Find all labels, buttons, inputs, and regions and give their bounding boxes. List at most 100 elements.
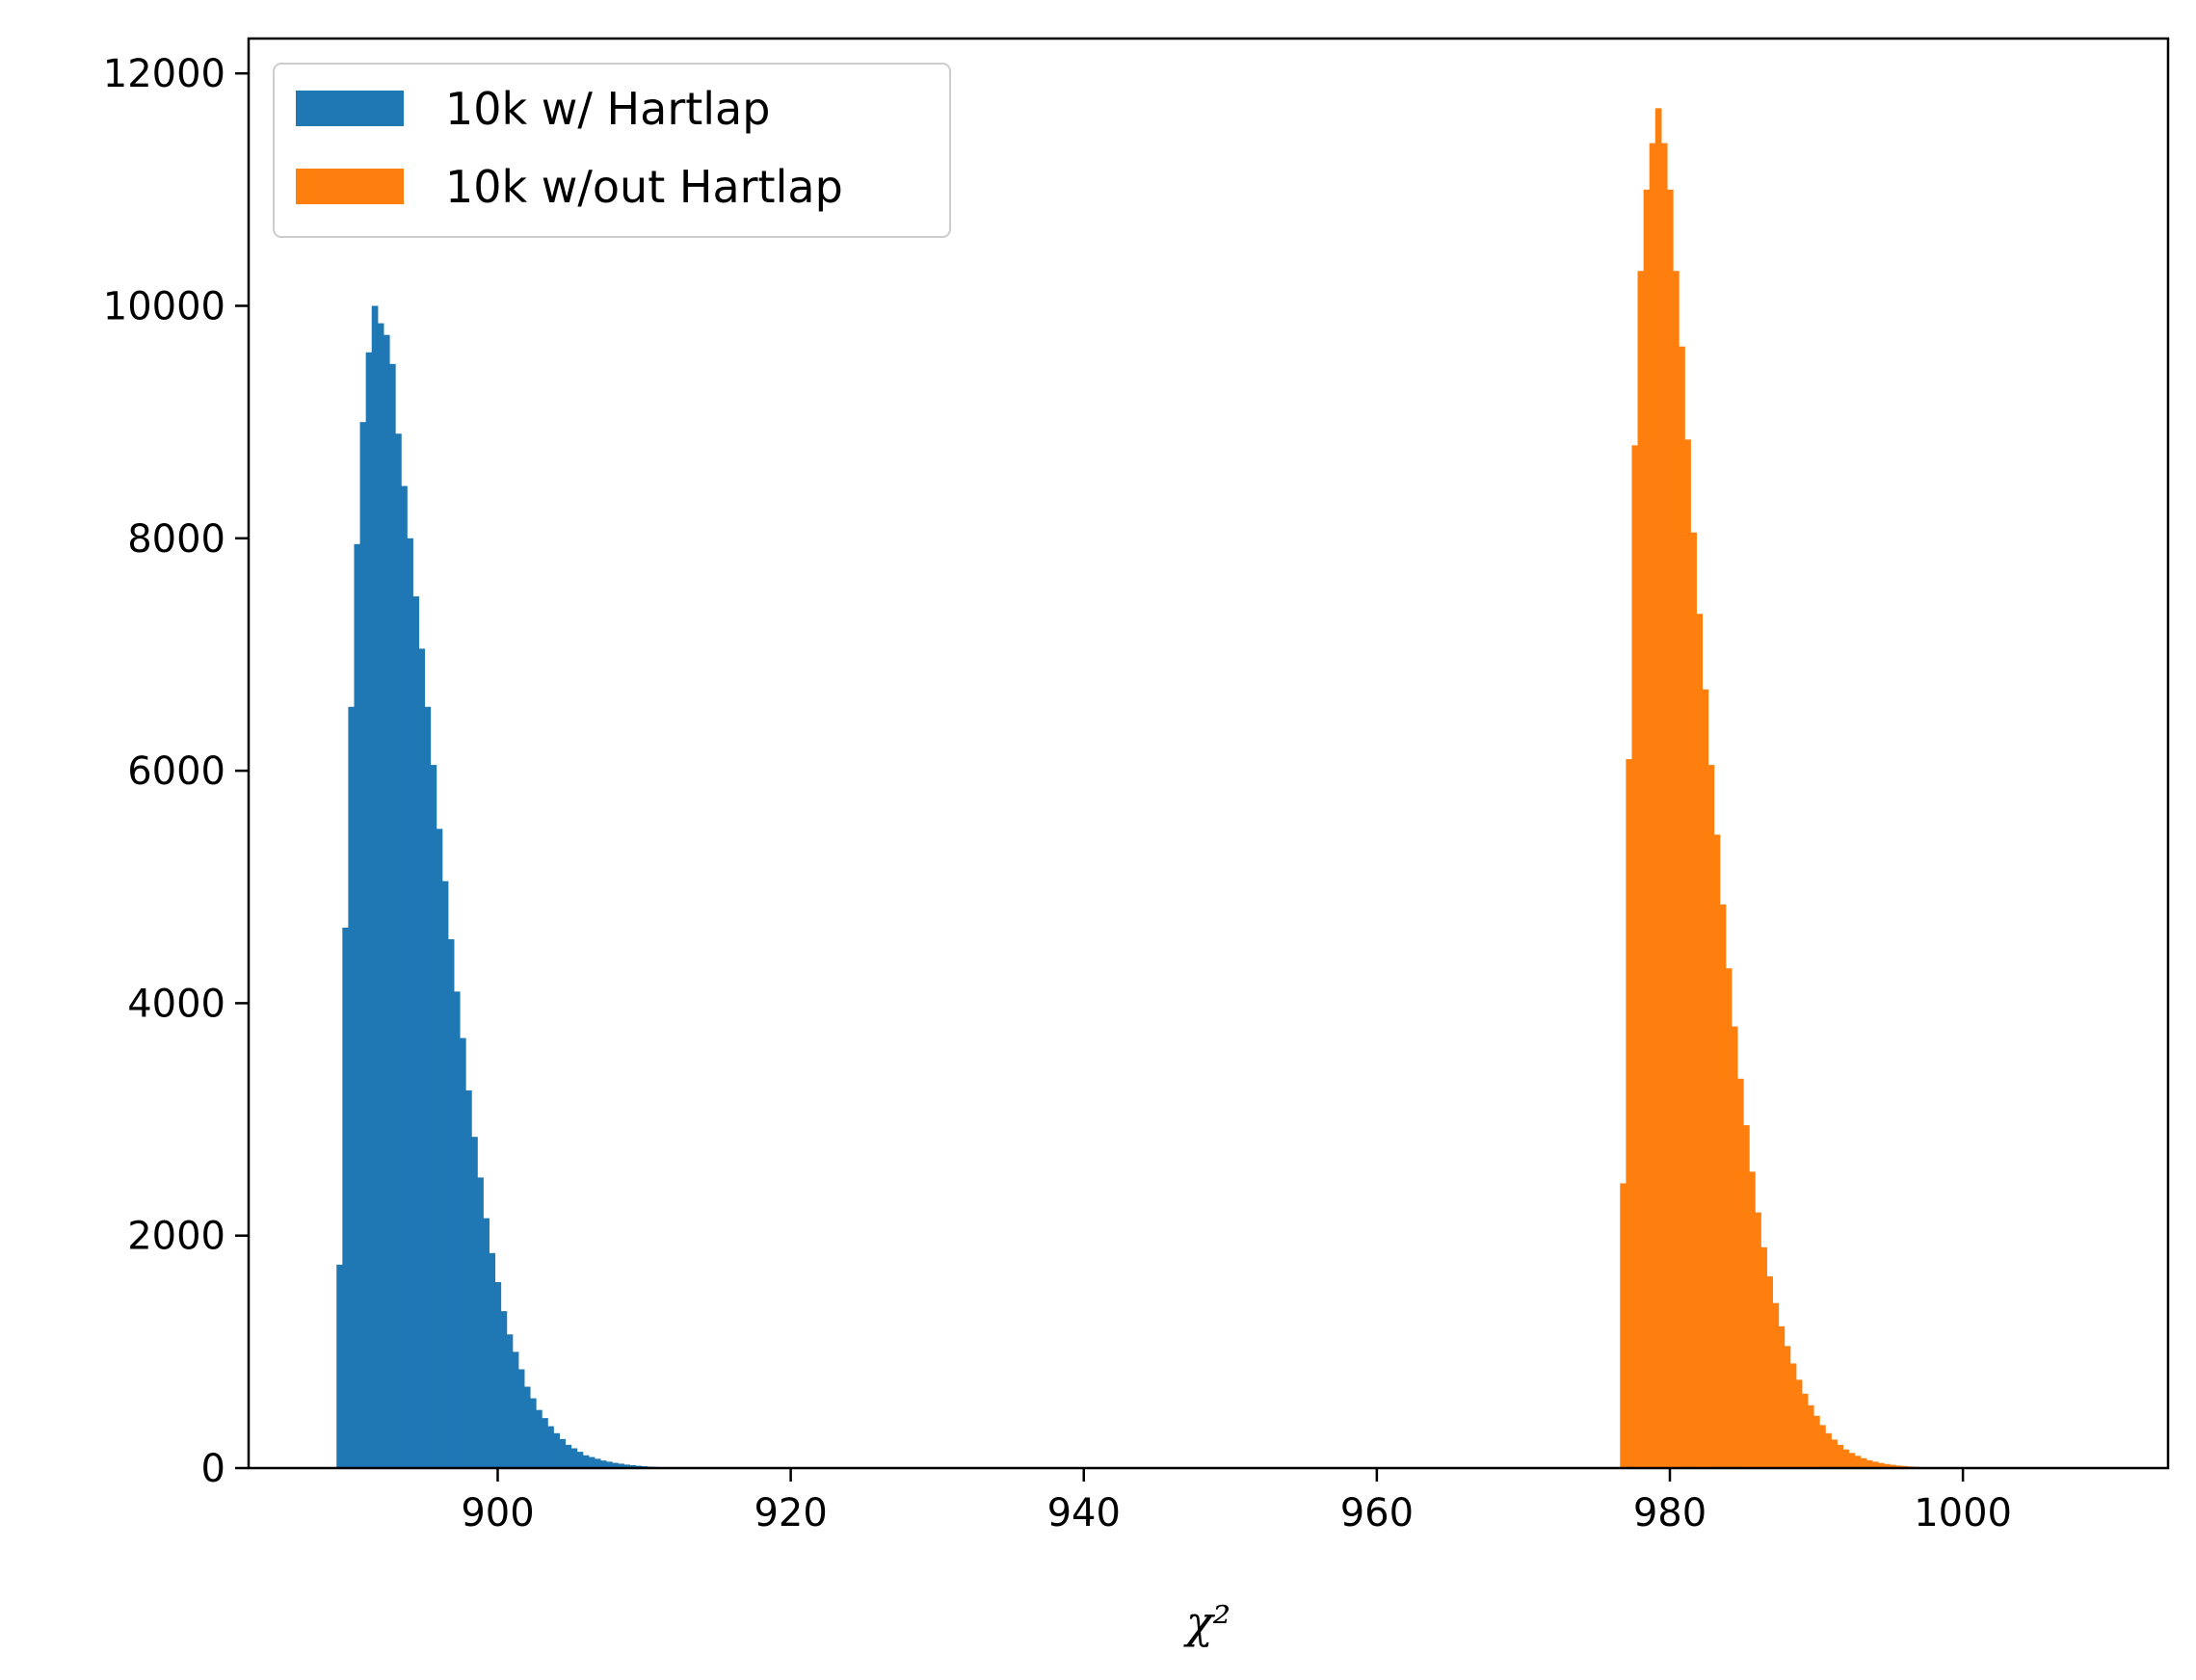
histogram-bar xyxy=(483,1219,489,1468)
histogram-bar xyxy=(372,306,379,1469)
histogram-bar xyxy=(465,1090,472,1468)
histogram-bar xyxy=(407,538,413,1468)
histogram-bar xyxy=(360,422,367,1468)
histogram-bar xyxy=(507,1334,514,1468)
y-tick-label: 0 xyxy=(201,1447,225,1491)
histogram-bar xyxy=(442,881,449,1468)
histogram-bar xyxy=(1631,445,1638,1468)
histogram-bar xyxy=(1842,1450,1849,1468)
legend-label-without-hartlap: 10k w/out Hartlap xyxy=(445,161,843,213)
x-axis-label: χ² xyxy=(1183,1596,1230,1648)
histogram-bar xyxy=(1696,614,1703,1468)
histogram-bar xyxy=(547,1427,554,1468)
x-tick-label: 960 xyxy=(1340,1491,1414,1536)
histogram-bar xyxy=(454,991,461,1468)
histogram-bar xyxy=(418,648,425,1468)
histogram-bar xyxy=(1813,1416,1820,1468)
histogram-bar xyxy=(378,324,384,1468)
histogram-bar xyxy=(366,353,373,1468)
histogram-bar xyxy=(401,486,408,1469)
y-tick-label: 8000 xyxy=(127,517,225,562)
histogram-bar xyxy=(389,364,396,1468)
histogram-bar xyxy=(1726,968,1733,1468)
histogram-bar xyxy=(1755,1213,1761,1468)
histogram-bar xyxy=(1825,1433,1832,1468)
x-tick-label: 980 xyxy=(1633,1491,1707,1536)
histogram-bar xyxy=(1708,765,1715,1468)
histogram-bar xyxy=(489,1253,495,1468)
histogram-bar xyxy=(1772,1303,1779,1468)
x-tick-label: 1000 xyxy=(1914,1491,2012,1536)
y-tick-label: 4000 xyxy=(127,982,225,1026)
histogram-bar xyxy=(1779,1326,1786,1468)
histogram-bar xyxy=(595,1458,601,1468)
histogram-bar xyxy=(1655,108,1662,1468)
histogram-bar xyxy=(1679,347,1685,1468)
histogram-bar xyxy=(577,1452,584,1468)
histogram-bar xyxy=(1667,190,1674,1468)
histogram-bar xyxy=(553,1433,560,1468)
histogram-bar xyxy=(1702,690,1708,1468)
histogram-bar xyxy=(437,828,443,1468)
histogram-bar xyxy=(1849,1453,1856,1468)
legend: 10k w/ Hartlap 10k w/out Hartlap xyxy=(274,64,950,237)
histogram-bar xyxy=(571,1448,578,1468)
histogram-bar xyxy=(431,765,437,1468)
histogram-bar xyxy=(1766,1276,1773,1468)
histogram-bar xyxy=(1749,1171,1756,1468)
x-tick-label: 900 xyxy=(461,1491,534,1536)
histogram-bar xyxy=(384,335,390,1468)
histogram-bar xyxy=(1837,1445,1843,1468)
histogram-bar xyxy=(494,1282,501,1468)
histogram-bar xyxy=(1644,190,1651,1468)
histogram-bar xyxy=(542,1418,548,1468)
histogram-bar xyxy=(1831,1439,1838,1468)
histogram-bar xyxy=(501,1311,508,1468)
histogram-bar xyxy=(1720,905,1727,1468)
histogram-bar xyxy=(583,1456,590,1468)
histogram-bar xyxy=(1855,1456,1862,1468)
histogram-bar xyxy=(559,1439,566,1468)
histogram-bar xyxy=(348,707,355,1468)
histogram-bar xyxy=(1673,271,1680,1468)
histogram-bar xyxy=(342,928,349,1468)
histogram-bar xyxy=(395,433,402,1468)
histogram-bar xyxy=(460,1038,466,1468)
histogram-bar xyxy=(336,1265,343,1468)
histogram-bar xyxy=(1732,1027,1738,1468)
histogram-bar xyxy=(1684,439,1691,1468)
histogram-bar xyxy=(1760,1247,1767,1468)
histogram-bar xyxy=(513,1352,519,1468)
histogram-bar xyxy=(1802,1394,1809,1468)
y-tick-label: 10000 xyxy=(103,284,225,328)
legend-swatch-with-hartlap xyxy=(296,91,404,126)
histogram-bar xyxy=(1819,1425,1826,1468)
legend-label-with-hartlap: 10k w/ Hartlap xyxy=(445,83,770,135)
histogram-bar xyxy=(412,596,419,1468)
histogram-bar xyxy=(1790,1363,1797,1468)
y-tick-label: 2000 xyxy=(127,1215,225,1259)
histogram-bar xyxy=(1737,1079,1744,1468)
histogram-bar xyxy=(424,707,431,1468)
x-tick-label: 940 xyxy=(1047,1491,1121,1536)
histogram-bar xyxy=(354,544,360,1468)
histogram-bar xyxy=(448,939,455,1468)
histogram-bar xyxy=(524,1387,531,1468)
histogram-bar xyxy=(1785,1346,1791,1468)
histogram-bar xyxy=(1808,1405,1814,1468)
histogram-bar xyxy=(565,1445,571,1468)
y-tick-label: 6000 xyxy=(127,749,225,794)
histogram-bar xyxy=(1796,1379,1803,1468)
histogram-bar xyxy=(1690,533,1697,1468)
histogram-bar xyxy=(1661,144,1668,1468)
histogram-bar xyxy=(1861,1458,1867,1468)
histogram-bar xyxy=(536,1410,542,1468)
histogram-bar xyxy=(1620,1183,1627,1468)
histogram-bar xyxy=(1714,834,1721,1468)
x-tick-label: 920 xyxy=(754,1491,827,1536)
legend-swatch-without-hartlap xyxy=(296,169,404,204)
histogram-bar xyxy=(589,1457,595,1468)
histogram-bar xyxy=(518,1369,525,1468)
